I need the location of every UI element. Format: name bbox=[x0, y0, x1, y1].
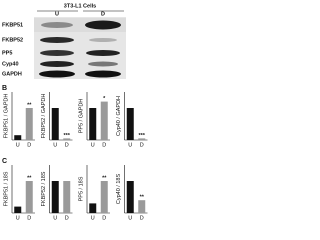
band bbox=[85, 20, 121, 30]
significance: *** bbox=[139, 133, 146, 139]
protein-label: FKBP51 bbox=[2, 22, 23, 28]
x-tick-label: U bbox=[91, 142, 95, 148]
x-tick-label: U bbox=[128, 215, 132, 221]
bar bbox=[138, 200, 146, 213]
bar bbox=[126, 108, 134, 140]
band bbox=[89, 38, 117, 42]
panel-label: B bbox=[2, 85, 7, 92]
bar bbox=[63, 181, 71, 213]
y-axis-label: PP5 / GAPDH bbox=[78, 99, 84, 134]
band bbox=[40, 37, 74, 43]
lane-label: D bbox=[101, 11, 105, 17]
x-tick-label: D bbox=[140, 215, 144, 221]
significance: ** bbox=[102, 175, 107, 181]
x-tick-label: D bbox=[102, 142, 106, 148]
protein-label: FKBP52 bbox=[2, 37, 23, 43]
bar bbox=[51, 181, 59, 213]
x-tick-label: D bbox=[27, 215, 31, 221]
x-tick-label: D bbox=[140, 142, 144, 148]
bar bbox=[89, 108, 97, 140]
band bbox=[40, 50, 74, 56]
panel-label: C bbox=[2, 158, 7, 165]
band bbox=[85, 70, 121, 78]
bar bbox=[51, 108, 59, 140]
significance: *** bbox=[64, 133, 71, 139]
significance: ** bbox=[27, 175, 32, 181]
significance: * bbox=[103, 96, 106, 102]
figure: 3T3-L1 Cells U D FKBP51 FKBP52 PP5 Cyp40… bbox=[2, 3, 148, 221]
page: 3T3-L1 Cells U D FKBP51 FKBP52 PP5 Cyp40… bbox=[2, 3, 148, 222]
y-axis-label: FKBP51 / 18S bbox=[3, 171, 9, 206]
x-tick-label: U bbox=[16, 142, 20, 148]
x-tick-label: U bbox=[53, 215, 57, 221]
blot-title: 3T3-L1 Cells bbox=[64, 3, 96, 9]
bar bbox=[100, 101, 108, 140]
bar bbox=[14, 206, 22, 213]
y-axis-label: FKBP52 / 18S bbox=[41, 171, 47, 206]
bar bbox=[14, 135, 22, 140]
band bbox=[39, 70, 75, 78]
bar bbox=[25, 108, 33, 140]
bar bbox=[126, 181, 134, 213]
band bbox=[41, 22, 73, 28]
lane-label: U bbox=[55, 11, 59, 17]
x-tick-label: D bbox=[65, 142, 69, 148]
bar bbox=[138, 138, 146, 140]
protein-label: PP5 bbox=[2, 50, 12, 56]
protein-label: GAPDH bbox=[2, 71, 22, 77]
bar bbox=[89, 203, 97, 213]
y-axis-label: FKBP52 / GAPDH bbox=[41, 94, 47, 139]
x-tick-label: U bbox=[91, 215, 95, 221]
bar bbox=[63, 138, 71, 140]
band bbox=[86, 50, 120, 56]
y-axis-label: Cyp40 / 18S bbox=[116, 174, 122, 205]
y-axis-label: Cyp40 / GAPDH bbox=[116, 96, 122, 136]
band bbox=[40, 61, 74, 67]
protein-label: Cyp40 bbox=[2, 61, 19, 67]
significance: ** bbox=[27, 102, 32, 108]
x-tick-label: U bbox=[128, 142, 132, 148]
bar bbox=[25, 181, 33, 213]
y-axis-label: PP5 / 18S bbox=[78, 176, 84, 201]
y-axis-label: FKBP51 / GAPDH bbox=[3, 94, 9, 139]
x-tick-label: D bbox=[102, 215, 106, 221]
blot bbox=[34, 17, 126, 79]
x-tick-label: U bbox=[16, 215, 20, 221]
band bbox=[88, 61, 118, 67]
significance: ** bbox=[140, 195, 145, 201]
bar bbox=[100, 181, 108, 213]
x-tick-label: D bbox=[65, 215, 69, 221]
x-tick-label: D bbox=[27, 142, 31, 148]
x-tick-label: U bbox=[53, 142, 57, 148]
